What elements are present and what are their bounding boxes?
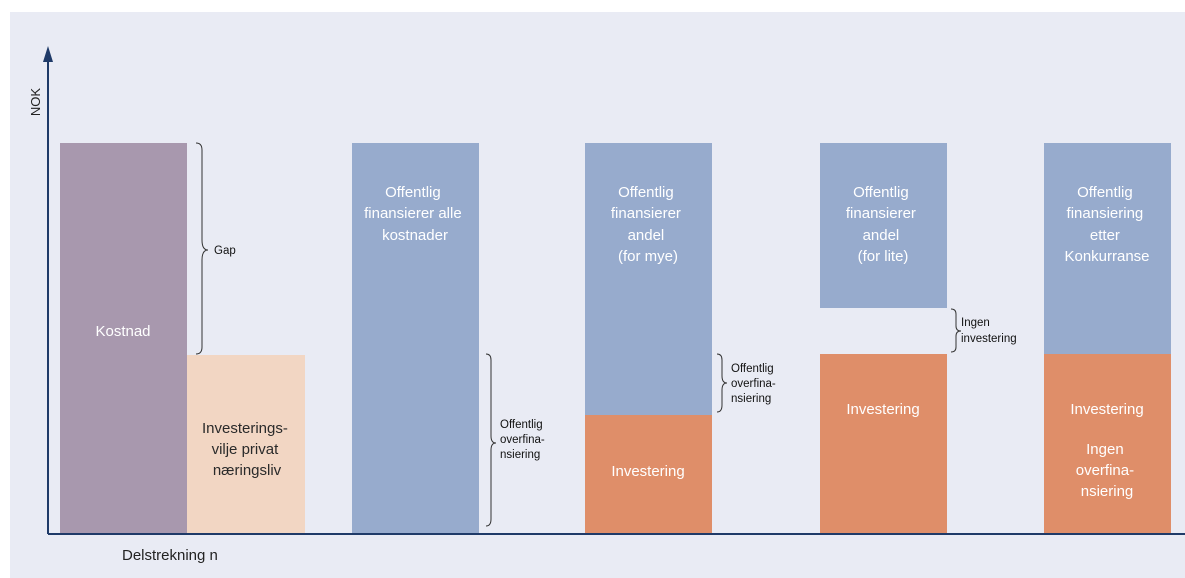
- x-axis-label: Delstrekning n: [122, 547, 218, 564]
- private-investment-bar: [187, 355, 305, 533]
- public-bar-too-little-label: Offentlig finansierer andel (for lite): [846, 184, 920, 265]
- public-bar-too-little: [820, 143, 947, 308]
- no-investment-brace: [950, 308, 962, 353]
- y-axis-label: NOK: [28, 88, 43, 117]
- overfinancing-brace-2: [716, 353, 728, 413]
- cost-bar: [60, 143, 187, 533]
- investment-bar-too-little: [820, 354, 947, 533]
- investment-bar-too-much: [585, 415, 712, 533]
- public-bar-competition-label: Offentlig finansiering etter Konkurranse: [1064, 184, 1149, 265]
- no-investment-label: Ingen investering: [961, 317, 1017, 345]
- y-axis-arrow-icon: [43, 46, 53, 62]
- public-bar-all: [352, 143, 479, 533]
- investment-label-too-much: Investering: [611, 463, 684, 480]
- public-bar-all-label: Offentlig finansierer alle kostnader: [364, 184, 466, 244]
- cost-bar-label: Kostnad: [95, 323, 150, 340]
- overfinancing-brace-1: [485, 353, 497, 527]
- no-overfinancing-label: Ingen overfina- nsiering: [1076, 441, 1139, 500]
- investment-label-too-little: Investering: [846, 401, 919, 418]
- public-bar-too-much-label: Offentlig finansierer andel (for mye): [611, 184, 685, 265]
- overfinancing-label-1: Offentlig overfina- nsiering: [500, 419, 548, 461]
- y-axis: [43, 46, 53, 534]
- overfinancing-label-2: Offentlig overfina- nsiering: [731, 363, 779, 405]
- public-bar-too-much: [585, 143, 712, 415]
- investment-label-competition: Investering: [1070, 401, 1143, 418]
- public-bar-competition: [1044, 143, 1171, 354]
- investment-bar-competition: [1044, 354, 1171, 533]
- gap-label: Gap: [214, 245, 236, 257]
- private-investment-label: Investerings- vilje privat næringsliv: [202, 420, 292, 479]
- gap-brace: [195, 142, 209, 355]
